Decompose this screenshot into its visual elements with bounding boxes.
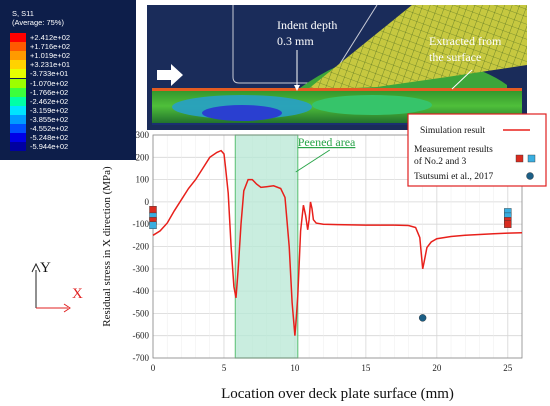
y-tick-label: -400 bbox=[133, 286, 150, 296]
contour-level-swatch bbox=[10, 96, 26, 106]
legend-marker-red bbox=[515, 154, 524, 163]
y-tick-label: 100 bbox=[136, 175, 150, 185]
measurement-point bbox=[149, 221, 157, 230]
contour-level-swatch bbox=[10, 69, 26, 79]
axes: -700 -600 -500 -400 -300 -200 -100 0 100 200 300 0 5… bbox=[133, 130, 523, 373]
y-tick-label: 300 bbox=[136, 130, 150, 140]
triad-x-label: X bbox=[72, 286, 83, 302]
x-tick-label: 10 bbox=[290, 363, 300, 373]
x-tick-label: 15 bbox=[361, 363, 371, 373]
peened-area-band bbox=[234, 134, 299, 359]
measurement-point bbox=[504, 208, 512, 216]
y-tick-label: -500 bbox=[133, 308, 150, 318]
extract-label-1: Extracted from bbox=[429, 34, 502, 48]
contour-level-label: +3.231e+01 bbox=[30, 60, 71, 70]
contour-level-label: -3.733e+01 bbox=[30, 69, 69, 79]
contour-level-swatch bbox=[10, 105, 26, 115]
contour-level-swatch bbox=[10, 87, 26, 97]
contour-level-label: -4.552e+02 bbox=[30, 124, 69, 133]
x-tick-label: 25 bbox=[503, 363, 513, 373]
extract-pointer bbox=[451, 69, 473, 90]
contour-level-swatch bbox=[10, 60, 26, 70]
contour-level-label: -5.248e+02 bbox=[30, 133, 69, 143]
contour-level-swatch bbox=[10, 51, 26, 61]
triad-y-label: Y bbox=[40, 260, 51, 276]
contour-level-label: -3.159e+02 bbox=[30, 105, 69, 115]
contour-level-swatch bbox=[10, 124, 26, 133]
legend-marker-blue bbox=[527, 154, 536, 163]
extract-label-2: the surface bbox=[429, 50, 481, 64]
contour-level-label: -3.855e+02 bbox=[30, 114, 69, 124]
measurement-point bbox=[149, 212, 157, 221]
contour-level-label: -2.462e+02 bbox=[30, 96, 69, 106]
legend-marker-tsutsumi bbox=[526, 172, 534, 180]
measurement-point bbox=[504, 217, 512, 225]
surface-layer bbox=[152, 88, 522, 91]
y-tick-label: 200 bbox=[136, 152, 150, 162]
contour-variable-label: S, S11 bbox=[12, 9, 34, 18]
axes-triad: Y X bbox=[31, 260, 83, 313]
y-tick-label: -200 bbox=[133, 242, 150, 252]
simulation-line bbox=[152, 149, 523, 336]
contour-averaging-label: (Average: 75%) bbox=[12, 18, 64, 27]
contour-level-label: +1.716e+02 bbox=[30, 42, 71, 52]
legend-item-measurement-2: of No.2 and 3 bbox=[414, 156, 466, 167]
direction-arrow-icon bbox=[157, 64, 183, 86]
contour-level-swatch bbox=[10, 142, 26, 152]
measurement-point bbox=[149, 206, 157, 214]
contour-level-swatch bbox=[10, 133, 26, 143]
y-tick-label: -300 bbox=[133, 264, 150, 274]
peened-area-pointer bbox=[295, 149, 331, 173]
contour-level-swatch bbox=[10, 42, 26, 52]
indent-label-1: Indent depth bbox=[277, 18, 337, 32]
y-axis-label: Residual stress in X direction (MPa) bbox=[101, 166, 113, 327]
legend-item-measurement-1: Measurement results bbox=[414, 145, 493, 155]
measurement-point bbox=[149, 217, 157, 225]
series bbox=[149, 149, 523, 336]
contour-level-swatch bbox=[10, 114, 26, 124]
fem-model-svg: Indent depth 0.3 mm Extracted from the s… bbox=[147, 5, 527, 130]
x-tick-label: 20 bbox=[432, 363, 442, 373]
y-tick-label: 0 bbox=[145, 197, 150, 207]
contour-legend: S, S11 (Average: 75%) +2.412e+02 +1.716e+… bbox=[0, 0, 136, 160]
x-tick-label: 0 bbox=[151, 363, 156, 373]
contour-level-swatch bbox=[10, 78, 26, 88]
grid bbox=[152, 134, 522, 359]
measurement-point bbox=[504, 220, 512, 228]
contour-level-label: -1.070e+02 bbox=[30, 78, 69, 88]
indent-label-2: 0.3 mm bbox=[277, 34, 314, 48]
y-tick-label: -700 bbox=[133, 353, 150, 363]
y-tick-label: -600 bbox=[133, 331, 150, 341]
fem-model-view: Indent depth 0.3 mm Extracted from the s… bbox=[147, 5, 527, 130]
contour-level-label: +1.019e+02 bbox=[30, 51, 71, 61]
legend-item-tsutsumi: Tsutsumi et al., 2017 bbox=[414, 172, 494, 182]
tsutsumi-point bbox=[418, 314, 427, 322]
contour-level-swatch bbox=[10, 33, 26, 42]
y-tick-label: -100 bbox=[133, 219, 150, 229]
contour-level-label: -1.766e+02 bbox=[30, 87, 69, 97]
x-tick-label: 5 bbox=[222, 363, 227, 373]
stress-zone-deep bbox=[202, 105, 282, 121]
plot-frame bbox=[152, 134, 523, 359]
measurement-point bbox=[504, 212, 512, 221]
contour-level-label: -5.944e+02 bbox=[30, 142, 69, 152]
contour-level-label: +2.412e+02 bbox=[30, 33, 71, 42]
peened-area-label: Peened area bbox=[298, 135, 356, 149]
x-axis-label: Location over deck plate surface (mm) bbox=[221, 386, 454, 402]
